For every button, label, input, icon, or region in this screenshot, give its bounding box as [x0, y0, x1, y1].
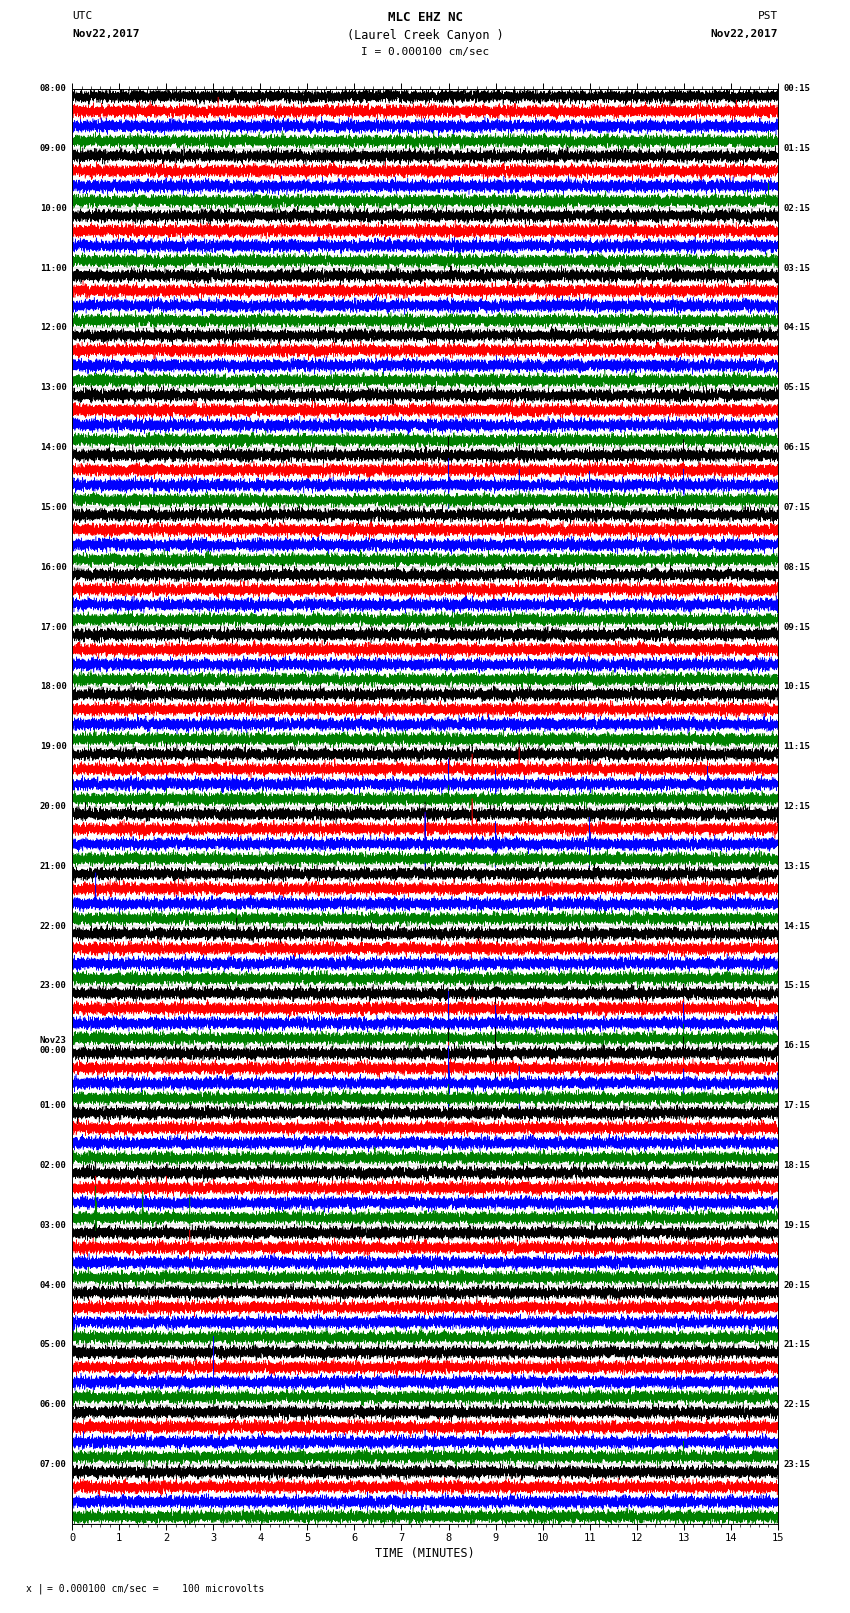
Text: 19:00: 19:00 [40, 742, 66, 752]
Text: Nov22,2017: Nov22,2017 [72, 29, 139, 39]
Text: = 0.000100 cm/sec =    100 microvolts: = 0.000100 cm/sec = 100 microvolts [47, 1584, 264, 1594]
Text: 18:00: 18:00 [40, 682, 66, 692]
Text: 04:15: 04:15 [784, 324, 810, 332]
Text: 04:00: 04:00 [40, 1281, 66, 1289]
Text: 18:15: 18:15 [784, 1161, 810, 1169]
Text: 10:15: 10:15 [784, 682, 810, 692]
Text: 22:15: 22:15 [784, 1400, 810, 1410]
Text: MLC EHZ NC: MLC EHZ NC [388, 11, 462, 24]
Text: 13:15: 13:15 [784, 861, 810, 871]
Text: 13:00: 13:00 [40, 384, 66, 392]
Text: 21:00: 21:00 [40, 861, 66, 871]
Text: 01:00: 01:00 [40, 1102, 66, 1110]
Text: 05:15: 05:15 [784, 384, 810, 392]
Text: 11:15: 11:15 [784, 742, 810, 752]
Text: 16:00: 16:00 [40, 563, 66, 571]
Text: 06:00: 06:00 [40, 1400, 66, 1410]
Text: 20:00: 20:00 [40, 802, 66, 811]
Text: 08:15: 08:15 [784, 563, 810, 571]
Text: 05:00: 05:00 [40, 1340, 66, 1350]
Text: 23:00: 23:00 [40, 981, 66, 990]
Text: 14:00: 14:00 [40, 444, 66, 452]
Text: 16:15: 16:15 [784, 1042, 810, 1050]
Text: 02:00: 02:00 [40, 1161, 66, 1169]
Text: 23:15: 23:15 [784, 1460, 810, 1469]
Text: 17:15: 17:15 [784, 1102, 810, 1110]
Text: 03:00: 03:00 [40, 1221, 66, 1229]
Text: 12:15: 12:15 [784, 802, 810, 811]
Text: Nov23
00:00: Nov23 00:00 [40, 1036, 66, 1055]
Text: 07:00: 07:00 [40, 1460, 66, 1469]
Text: 21:15: 21:15 [784, 1340, 810, 1350]
Text: 12:00: 12:00 [40, 324, 66, 332]
Text: I = 0.000100 cm/sec: I = 0.000100 cm/sec [361, 47, 489, 56]
Text: 14:15: 14:15 [784, 921, 810, 931]
Text: 15:15: 15:15 [784, 981, 810, 990]
Text: 07:15: 07:15 [784, 503, 810, 511]
Text: (Laurel Creek Canyon ): (Laurel Creek Canyon ) [347, 29, 503, 42]
Text: 02:15: 02:15 [784, 203, 810, 213]
Text: 09:00: 09:00 [40, 144, 66, 153]
Text: 01:15: 01:15 [784, 144, 810, 153]
Text: UTC: UTC [72, 11, 93, 21]
Text: 03:15: 03:15 [784, 263, 810, 273]
X-axis label: TIME (MINUTES): TIME (MINUTES) [375, 1547, 475, 1560]
Text: x |: x | [26, 1582, 43, 1594]
Text: 11:00: 11:00 [40, 263, 66, 273]
Text: 10:00: 10:00 [40, 203, 66, 213]
Text: 06:15: 06:15 [784, 444, 810, 452]
Text: 20:15: 20:15 [784, 1281, 810, 1289]
Text: 22:00: 22:00 [40, 921, 66, 931]
Text: 15:00: 15:00 [40, 503, 66, 511]
Text: 08:00: 08:00 [40, 84, 66, 94]
Text: 19:15: 19:15 [784, 1221, 810, 1229]
Text: 17:00: 17:00 [40, 623, 66, 632]
Text: PST: PST [757, 11, 778, 21]
Text: 09:15: 09:15 [784, 623, 810, 632]
Text: 00:15: 00:15 [784, 84, 810, 94]
Text: Nov22,2017: Nov22,2017 [711, 29, 778, 39]
